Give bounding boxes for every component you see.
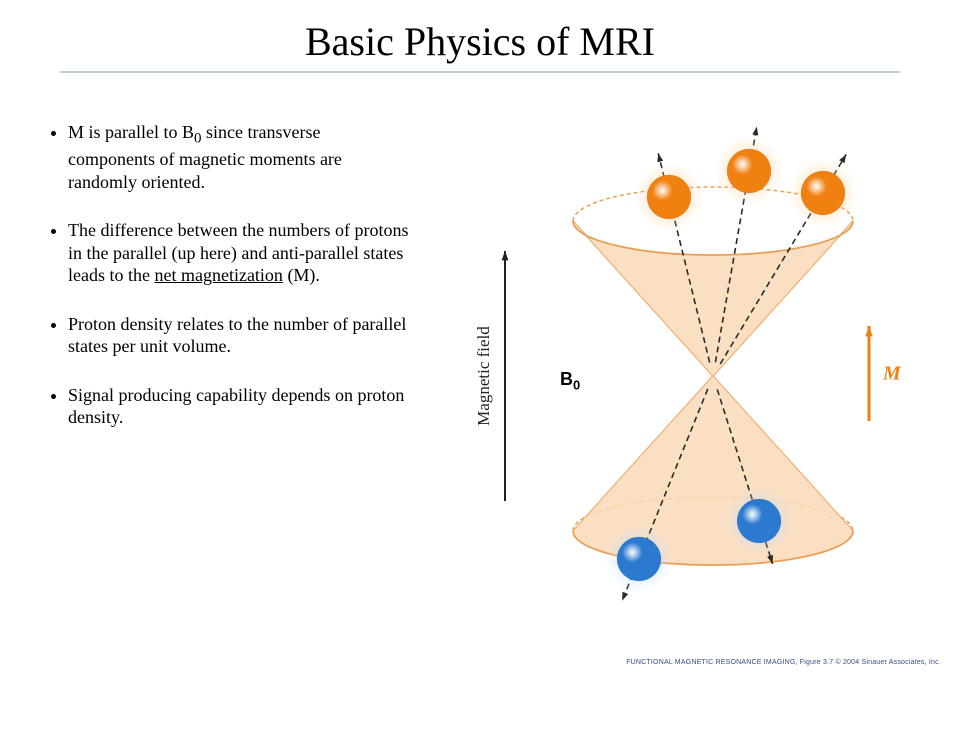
bullet-3: Proton density relates to the number of … [68, 313, 410, 358]
content-row: M is parallel to B0 since transverse com… [0, 81, 960, 641]
b2-after: (M). [283, 265, 320, 285]
bullet-2: The difference between the numbers of pr… [68, 219, 410, 287]
b1-before: M is parallel to B [68, 122, 194, 142]
b0-label: B0 [560, 369, 580, 393]
bullet-4: Signal producing capability depends on p… [68, 384, 410, 429]
figure-credit: FUNCTIONAL MAGNETIC RESONANCE IMAGING, F… [626, 659, 941, 666]
bullet-list: M is parallel to B0 since transverse com… [50, 121, 410, 641]
b2-underlined: net magnetization [154, 265, 282, 285]
bullet-1: M is parallel to B0 since transverse com… [68, 121, 410, 193]
b0-main: B [560, 369, 573, 389]
svg-text:Magnetic field: Magnetic field [474, 326, 493, 426]
b0-sub: 0 [573, 378, 580, 393]
precession-diagram: M Magnetic field [433, 121, 913, 641]
title-underline [60, 71, 900, 73]
diagram: MMagnetic field B0 FUNCTIONAL MAGNETIC R… [410, 121, 935, 641]
svg-text:M: M [882, 363, 902, 385]
page-title: Basic Physics of MRI [0, 18, 960, 65]
